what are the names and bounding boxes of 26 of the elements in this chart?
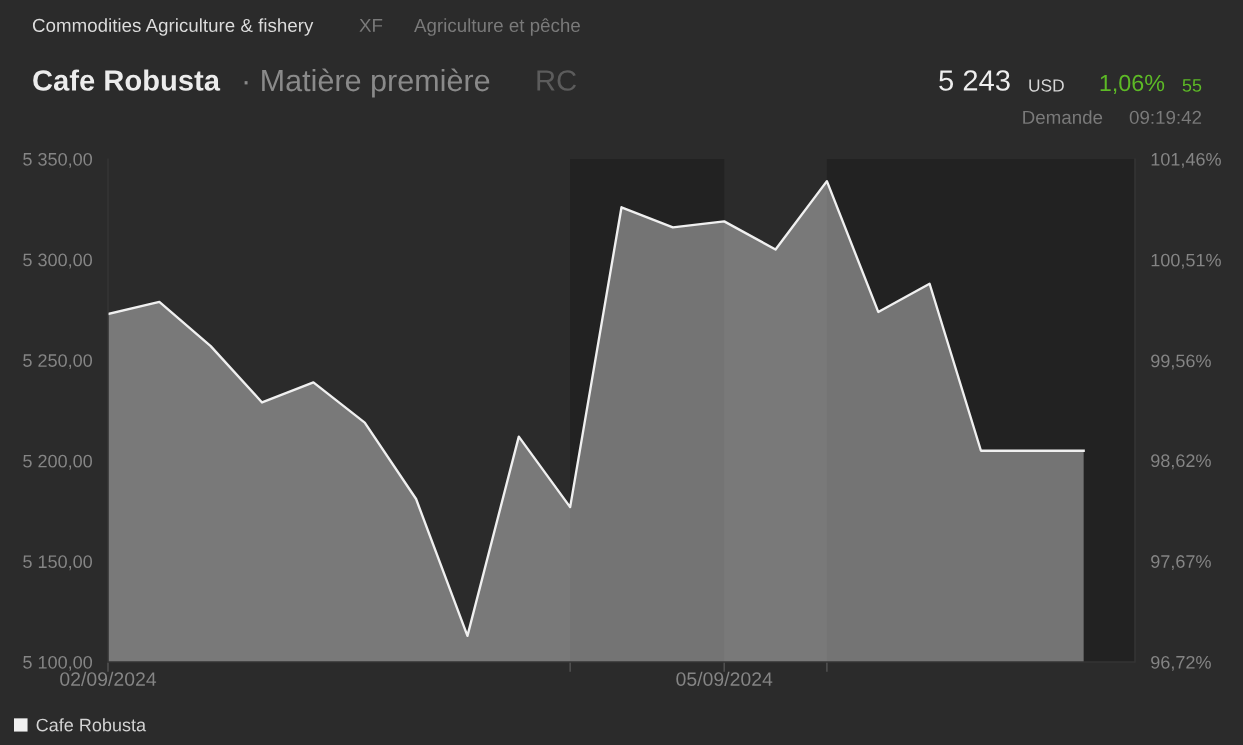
text: 5 243 bbox=[939, 70, 1010, 91]
y-tick-label: 5 250,00 bbox=[23, 354, 93, 370]
y-tick-label: 5 150,00 bbox=[23, 555, 93, 571]
text: Agriculture et pêche bbox=[414, 18, 580, 36]
legend-label: Cafe Robusta bbox=[36, 718, 147, 732]
y2-tick-label: 98,62% bbox=[1151, 454, 1211, 470]
text: Demande bbox=[1023, 110, 1103, 125]
y-tick-label: 5 350,00 bbox=[23, 152, 93, 168]
text: 09:19:42 bbox=[1129, 110, 1202, 125]
y2-tick-label: 97,67% bbox=[1151, 555, 1211, 571]
y2-tick-label: 100,51% bbox=[1151, 253, 1221, 269]
text: 55 bbox=[1182, 79, 1202, 92]
text: USD bbox=[1029, 79, 1064, 92]
chart-subtitle: · Matière première bbox=[244, 68, 490, 98]
text: XF bbox=[359, 18, 383, 32]
text: 1,06% bbox=[1100, 74, 1165, 95]
text: Commodities Agriculture & fishery bbox=[32, 18, 314, 36]
y-tick-label: 5 100,00 bbox=[23, 655, 93, 671]
y2-tick-label: 99,56% bbox=[1151, 354, 1211, 370]
y2-tick-label: 101,46% bbox=[1151, 152, 1221, 168]
chart-title: Cafe Robusta bbox=[33, 69, 221, 91]
y2-tick-label: 96,72% bbox=[1151, 655, 1211, 671]
y-tick-label: 5 200,00 bbox=[23, 454, 93, 470]
x-tick-label: 02/09/2024 bbox=[60, 671, 157, 686]
y-tick-label: 5 300,00 bbox=[23, 253, 93, 269]
x-tick-label: 05/09/2024 bbox=[676, 671, 773, 686]
